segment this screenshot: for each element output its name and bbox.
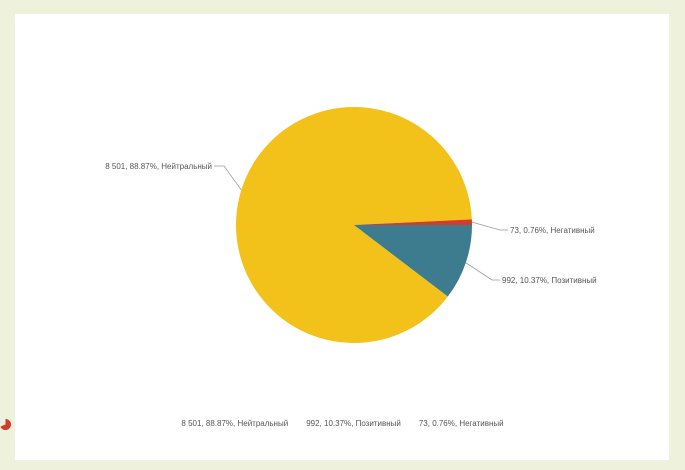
pie-slices bbox=[236, 107, 472, 344]
leader-line bbox=[465, 262, 500, 281]
legend-label-neutral: 8 501, 88.87%, Нейтральный bbox=[181, 419, 289, 428]
label-neutral: 8 501, 88.87%, Нейтральный bbox=[105, 162, 212, 171]
leader-line bbox=[471, 221, 508, 231]
legend-icon-shape bbox=[0, 419, 11, 430]
leader-line bbox=[214, 165, 242, 191]
slice-labels: 8 501, 88.87%, Нейтральный 73, 0.76%, Нег… bbox=[105, 162, 596, 285]
label-positive: 992, 10.37%, Позитивный bbox=[502, 276, 597, 285]
legend-item-negative[interactable]: 73, 0.76%, Негативный bbox=[0, 419, 504, 430]
label-negative: 73, 0.76%, Негативный bbox=[510, 226, 595, 235]
slice-neutral[interactable] bbox=[236, 107, 472, 344]
legend-label-negative: 73, 0.76%, Негативный bbox=[418, 419, 504, 428]
chart-legend: 8 501, 88.87%, Нейтральный 992, 10.37%, … bbox=[0, 419, 685, 430]
legend-item-positive[interactable]: 992, 10.37%, Позитивный bbox=[0, 419, 401, 430]
legend-label-positive: 992, 10.37%, Позитивный bbox=[306, 419, 401, 428]
slice-negative[interactable] bbox=[354, 219, 472, 225]
pie-legend-icon bbox=[0, 419, 11, 430]
slice-positive[interactable] bbox=[354, 225, 472, 297]
legend-item-neutral[interactable]: 8 501, 88.87%, Нейтральный bbox=[0, 419, 289, 430]
